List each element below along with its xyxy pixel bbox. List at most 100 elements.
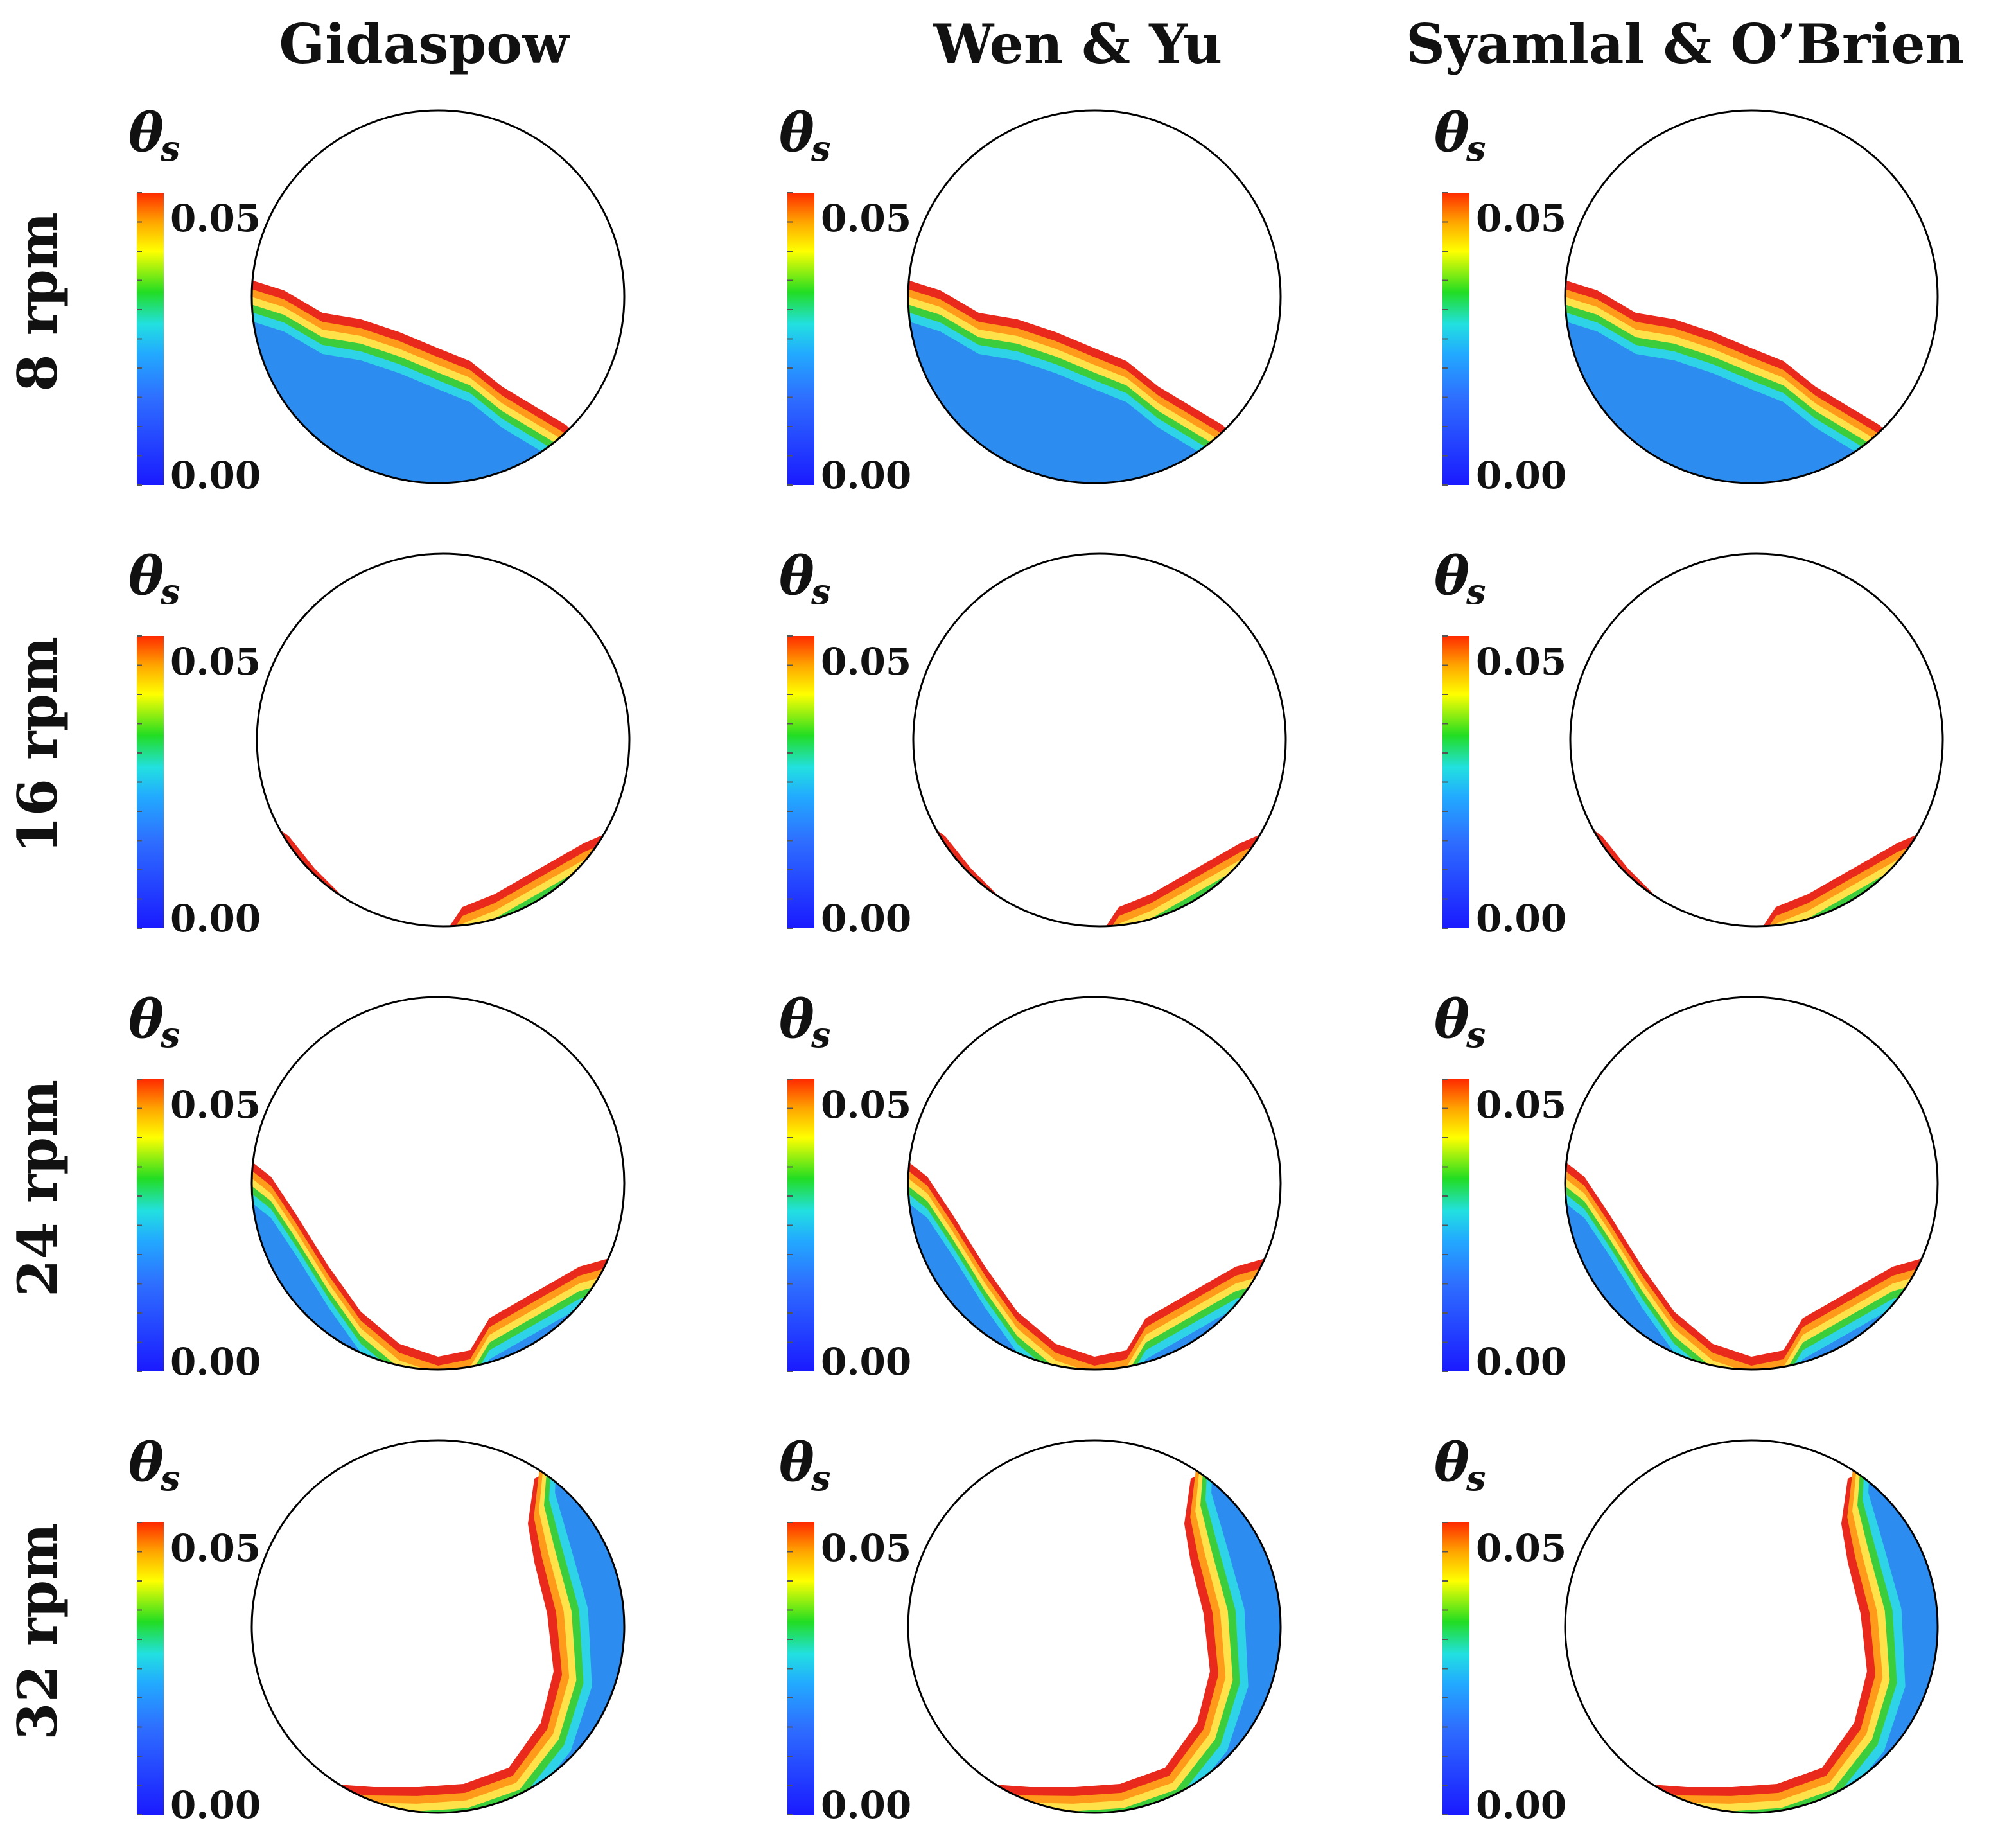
row-title-24rpm: 24 rpm [6,1080,69,1297]
panel-r0-c1: θs 0.05 0.00 [779,102,1282,497]
contour-band-5 [257,858,629,926]
colorbar-min-label: 0.00 [821,1340,911,1384]
colorbar-max-label: 0.05 [170,640,261,683]
theta-s-label: θ [779,545,814,607]
row-title-16rpm: 16 rpm [6,637,69,854]
panel-r3-c1: θs 0.05 0.00 [779,1432,1282,1827]
theta-s-label: θ [128,989,164,1050]
panel-r0-c2: θs 0.05 0.00 [1434,102,1939,497]
theta-s-label: θ [1434,1432,1469,1494]
panel-r2-c2: θs 0.05 0.00 [1434,989,1939,1384]
bed-contour [252,1440,624,1813]
theta-s-subscript: s [160,128,180,169]
panel-r2-c0: θs 0.05 0.00 [128,989,626,1384]
contour-band-4 [1565,1440,1938,1813]
colorbar-max-label: 0.05 [170,197,261,240]
colorbar-min-label: 0.00 [1476,1340,1566,1384]
contour-band-4 [257,849,629,926]
drum-outline [1564,109,1939,484]
theta-s-label: θ [779,102,814,164]
contour-band-1 [908,1440,1281,1813]
bed-contour [908,1440,1281,1813]
column-title-wen-yu: Wen & Yu [933,12,1222,76]
panel-r0-c0: θs 0.05 0.00 [128,102,626,497]
drum-outline [256,552,631,928]
bed-contour [908,1158,1281,1370]
contour-band-1 [1565,1440,1938,1813]
bed-contour [908,279,1281,483]
contour-band-5 [908,320,1281,483]
theta-s-subscript: s [1466,1458,1486,1499]
theta-s-subscript: s [811,1014,830,1055]
theta-s-label: θ [1434,989,1469,1050]
contour-band-4 [908,1440,1281,1813]
theta-s-label: θ [128,102,164,164]
column-title-gidaspow: Gidaspow [279,12,570,76]
bed-contour [252,279,624,483]
colorbar-max-label: 0.05 [1476,640,1566,683]
colorbar-min-label: 0.00 [170,454,261,497]
row-title-32rpm: 32 rpm [6,1523,69,1740]
colorbar-max-label: 0.05 [170,1526,261,1570]
colorbar-max-label: 0.05 [1476,1083,1566,1127]
colorbar-min-label: 0.00 [1476,897,1566,940]
bed-contour [1565,1158,1938,1370]
theta-s-label: θ [1434,545,1469,607]
theta-s-subscript: s [811,571,830,612]
contour-band-5 [1570,858,1943,926]
drum-outline [912,552,1287,928]
contour-band-4 [1570,849,1943,926]
theta-s-subscript: s [1466,128,1486,169]
colorbar-min-label: 0.00 [1476,1783,1566,1827]
colorbar-max-label: 0.05 [1476,1526,1566,1570]
colorbar-max-label: 0.05 [821,197,911,240]
theta-s-subscript: s [1466,1014,1486,1055]
drum-outline [1564,1439,1939,1814]
row-title-8rpm: 8 rpm [6,212,69,392]
colorbar-max-label: 0.05 [1476,197,1566,240]
colorbar-max-label: 0.05 [170,1083,261,1127]
theta-s-label: θ [128,545,164,607]
colorbar-min-label: 0.00 [170,1340,261,1384]
contour-band-5 [913,858,1286,926]
panel-r1-c1: θs 0.05 0.00 [779,545,1287,940]
panel-r3-c0: θs 0.05 0.00 [128,1432,626,1827]
colorbar-min-label: 0.00 [170,897,261,940]
contour-band-1 [252,1440,624,1813]
drum-outline [907,996,1282,1371]
panel-r2-c1: θs 0.05 0.00 [779,989,1282,1384]
colorbar-max-label: 0.05 [821,1083,911,1127]
colorbar-min-label: 0.00 [821,454,911,497]
theta-s-subscript: s [160,571,180,612]
contour-band-4 [913,849,1286,926]
theta-s-subscript: s [1466,571,1486,612]
bed-contour [913,817,1286,926]
drum-outline [907,1439,1282,1814]
drum-outline [250,1439,626,1814]
theta-s-label: θ [779,989,814,1050]
contour-band-5 [1565,320,1938,483]
theta-s-subscript: s [811,128,830,169]
colorbar-max-label: 0.05 [821,1526,911,1570]
contour-band-4 [252,1440,624,1813]
bed-contour [257,817,629,926]
drum-outline [1564,996,1939,1371]
theta-s-label: θ [128,1432,164,1494]
theta-s-label: θ [779,1432,814,1494]
bed-contour [1570,817,1943,926]
colorbar-min-label: 0.00 [821,1783,911,1827]
panel-r1-c2: θs 0.05 0.00 [1434,545,1944,940]
panel-r1-c0: θs 0.05 0.00 [128,545,631,940]
drum-outline [250,109,626,484]
colorbar-min-label: 0.00 [821,897,911,940]
panel-grid: θs0.050.00θs0.050.00θs0.050.00θs0.050.00… [128,102,1944,1827]
drum-outline [1569,552,1944,928]
bed-contour [252,1158,624,1370]
colorbar-max-label: 0.05 [821,640,911,683]
bed-contour [1565,279,1938,483]
drum-outline [250,996,626,1371]
colorbar-min-label: 0.00 [170,1783,261,1827]
theta-s-subscript: s [160,1458,180,1499]
theta-s-subscript: s [811,1458,830,1499]
